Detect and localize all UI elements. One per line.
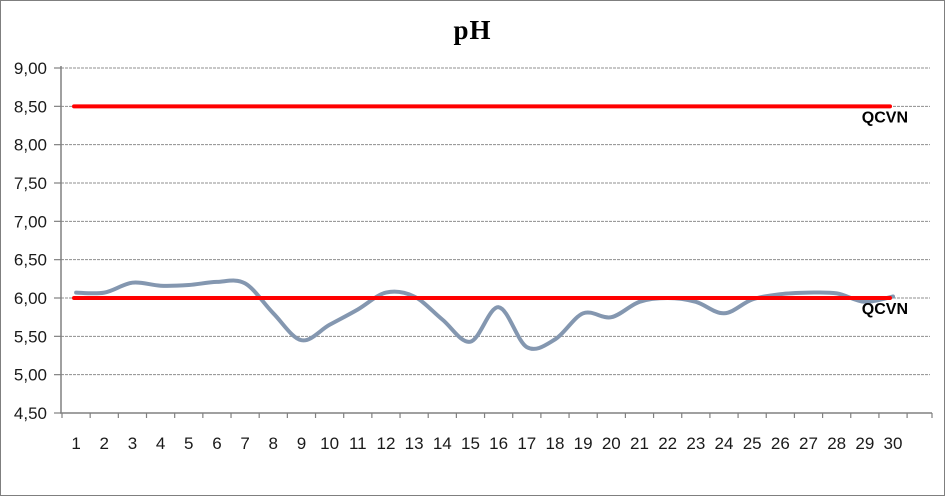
- x-tick-label: 16: [489, 434, 508, 453]
- y-tick-label: 6,50: [14, 251, 47, 270]
- y-tick-label: 9,00: [14, 59, 47, 78]
- x-tick-label: 14: [433, 434, 452, 453]
- x-tick-label: 10: [320, 434, 339, 453]
- data-series-line: [74, 278, 895, 351]
- chart-title: pH: [453, 15, 492, 45]
- x-tick-label: 2: [100, 434, 109, 453]
- x-tick-label: 9: [297, 434, 306, 453]
- x-tick-label: 20: [602, 434, 621, 453]
- x-tick-label: 30: [884, 434, 903, 453]
- x-tick-label: 17: [517, 434, 536, 453]
- x-tick-label: 23: [686, 434, 705, 453]
- y-tick-label: 7,00: [14, 212, 47, 231]
- y-tick-label: 5,50: [14, 327, 47, 346]
- x-tick-label: 21: [630, 434, 649, 453]
- x-tick-label: 15: [461, 434, 480, 453]
- y-tick-label: 5,00: [14, 366, 47, 385]
- reference-line-label: QCVN: [862, 109, 908, 126]
- x-tick-label: 5: [184, 434, 193, 453]
- y-tick-label: 8,50: [14, 97, 47, 116]
- x-tick-label: 4: [156, 434, 165, 453]
- y-tick-label: 6,00: [14, 289, 47, 308]
- x-tick-label: 12: [376, 434, 395, 453]
- x-tick-label: 1: [71, 434, 80, 453]
- y-tick-label: 4,50: [14, 404, 47, 423]
- reference-line-label: QCVN: [862, 301, 908, 318]
- x-tick-label: 19: [574, 434, 593, 453]
- x-tick-label: 22: [658, 434, 677, 453]
- y-tick-label: 8,00: [14, 136, 47, 155]
- x-tick-label: 28: [827, 434, 846, 453]
- x-tick-label: 24: [715, 434, 734, 453]
- x-tick-label: 7: [240, 434, 249, 453]
- y-tick-label: 7,50: [14, 174, 47, 193]
- x-tick-label: 25: [743, 434, 762, 453]
- x-tick-label: 18: [546, 434, 565, 453]
- x-tick-label: 8: [269, 434, 278, 453]
- x-tick-label: 29: [855, 434, 874, 453]
- x-tick-label: 6: [212, 434, 221, 453]
- x-tick-label: 11: [349, 434, 367, 453]
- x-tick-label: 13: [405, 434, 424, 453]
- x-tick-label: 26: [771, 434, 790, 453]
- x-tick-label: 27: [799, 434, 818, 453]
- x-tick-label: 3: [128, 434, 137, 453]
